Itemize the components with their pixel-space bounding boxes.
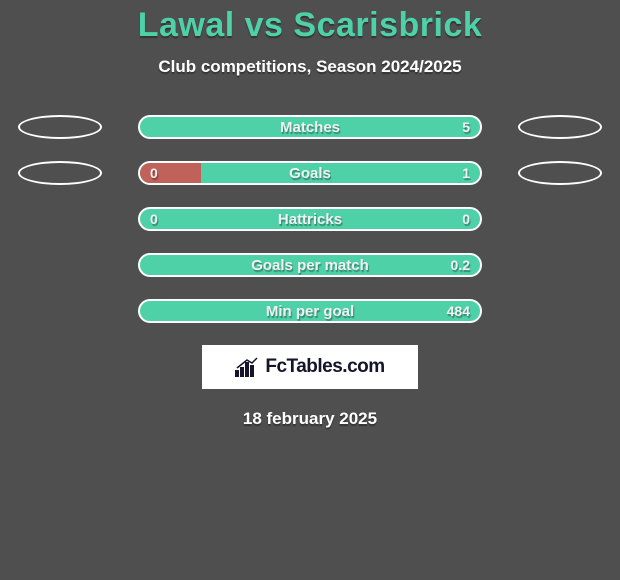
stat-label: Hattricks: [140, 209, 480, 229]
stat-row: Hattricks0 0: [0, 207, 620, 231]
stat-bar: Hattricks0 0: [138, 207, 482, 231]
stat-label: Goals per match: [140, 255, 480, 275]
stat-value-right: 484: [447, 301, 470, 321]
stat-bar: Matches5: [138, 115, 482, 139]
stat-row: Matches5: [0, 115, 620, 139]
stat-bar: Goals per match0.2: [138, 253, 482, 277]
right-team-badge: [518, 115, 602, 139]
stat-value-right: 5: [462, 117, 470, 137]
stat-bar: Min per goal484: [138, 299, 482, 323]
date-text: 18 february 2025: [0, 409, 620, 429]
left-team-badge: [18, 161, 102, 185]
stat-value-right: 1: [462, 163, 470, 183]
stat-row: Min per goal484: [0, 299, 620, 323]
brand-text: FcTables.com: [265, 356, 384, 378]
stat-label: Matches: [140, 117, 480, 137]
bars-icon: [235, 357, 259, 377]
comparison-rows: Matches5Goals01Hattricks00Goals per matc…: [0, 115, 620, 323]
brand-box: FcTables.com: [202, 345, 418, 389]
page-subtitle: Club competitions, Season 2024/2025: [0, 57, 620, 77]
stat-value-right: 0.2: [451, 255, 470, 275]
stat-value-left: 0: [150, 209, 158, 229]
stat-label: Min per goal: [140, 301, 480, 321]
stat-row: Goals0 1: [0, 161, 620, 185]
page-title: Lawal vs Scarisbrick: [0, 0, 620, 45]
left-team-badge: [18, 115, 102, 139]
right-team-badge: [518, 161, 602, 185]
stat-row: Goals per match0.2: [0, 253, 620, 277]
stat-value-right: 0: [462, 209, 470, 229]
stat-bar: Goals0 1: [138, 161, 482, 185]
stat-label: Goals: [140, 163, 480, 183]
stat-value-left: 0: [150, 163, 158, 183]
